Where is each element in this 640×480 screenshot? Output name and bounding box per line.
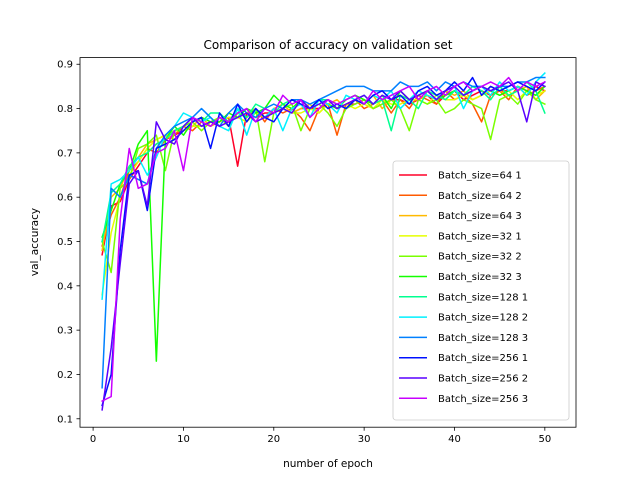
- legend-frame: [392, 160, 570, 421]
- legend-label-6: Batch_size=32 3: [438, 272, 522, 283]
- series-line-7: [101, 81, 546, 243]
- y-axis-label: val_accuracy: [29, 208, 41, 276]
- y-axis-ticks: 0.1 0.2 0.3 0.4 0.5 0.6 0.7 0.8 0.9: [57, 60, 80, 425]
- y-tick-label: 0.6: [57, 193, 73, 204]
- axes-frame: [79, 57, 577, 428]
- y-tick-label: 0.5: [57, 237, 73, 248]
- legend: Batch_size=64 1 Batch_size=64 2 Batch_size…: [392, 160, 570, 421]
- x-tick-label: 40: [448, 434, 461, 445]
- chart-title: Comparison of accuracy on validation set: [204, 38, 453, 52]
- legend-label-9: Batch_size=128 3: [438, 333, 528, 344]
- legend-label-1: Batch_size=64 1: [438, 171, 522, 182]
- legend-label-8: Batch_size=128 2: [438, 313, 528, 324]
- y-tick-label: 0.2: [57, 370, 73, 381]
- legend-label-10: Batch_size=256 1: [438, 353, 528, 364]
- x-axis-label: number of epoch: [283, 458, 373, 470]
- legend-label-7: Batch_size=128 1: [438, 292, 528, 303]
- legend-label-4: Batch_size=32 1: [438, 231, 522, 242]
- legend-label-11: Batch_size=256 2: [438, 374, 528, 385]
- series-line-9: [101, 76, 546, 389]
- x-axis-ticks: 0 10 20 30 40 50: [90, 427, 551, 445]
- x-tick-label: 10: [177, 434, 190, 445]
- x-tick-label: 30: [358, 434, 371, 445]
- legend-label-12: Batch_size=256 3: [438, 394, 528, 405]
- legend-items: Batch_size=64 1 Batch_size=64 2 Batch_size…: [399, 171, 528, 405]
- y-tick-label: 0.1: [57, 414, 73, 425]
- x-tick-label: 0: [90, 434, 96, 445]
- legend-label-2: Batch_size=64 2: [438, 191, 522, 202]
- y-tick-label: 0.3: [57, 326, 73, 337]
- series-layer: [101, 72, 546, 411]
- y-tick-label: 0.9: [57, 60, 73, 71]
- y-tick-label: 0.8: [57, 104, 73, 115]
- y-tick-label: 0.7: [57, 148, 73, 159]
- y-tick-label: 0.4: [57, 281, 73, 292]
- x-tick-label: 20: [267, 434, 280, 445]
- series-line-11: [101, 81, 546, 411]
- series-line-12: [101, 76, 546, 403]
- legend-label-3: Batch_size=64 3: [438, 211, 522, 222]
- legend-label-5: Batch_size=32 2: [438, 252, 522, 263]
- plot-area: 0 10 20 30 40 50 0.1 0.2 0.3 0.4 0.5 0.6 0.7 0.8 0.9: [57, 57, 577, 445]
- x-tick-label: 50: [538, 434, 551, 445]
